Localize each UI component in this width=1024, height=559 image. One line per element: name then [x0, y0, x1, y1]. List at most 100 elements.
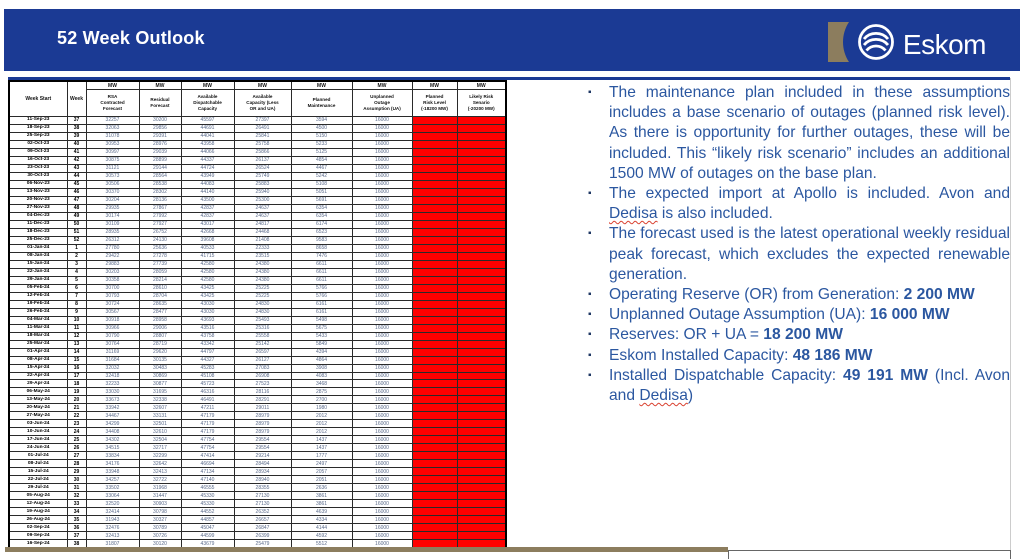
week-number-cell: 30	[66, 475, 87, 485]
planned-risk-cell	[411, 123, 458, 133]
value-cell: 32607	[138, 403, 182, 413]
week-number-cell: 23	[66, 419, 87, 429]
week-start-cell: 29-Jan-24	[8, 275, 68, 285]
value-cell: 2012	[290, 427, 353, 437]
value-cell: 16000	[351, 283, 413, 293]
value-cell: 3861	[290, 499, 353, 509]
likely-risk-cell	[456, 395, 507, 405]
value-cell: 16000	[351, 523, 413, 533]
week-number-cell: 40	[66, 139, 87, 149]
bullet-item: ▪ The expected import at Apollo is includ…	[584, 184, 1010, 224]
value-cell: 27927	[138, 219, 182, 229]
value-cell: 30200	[138, 116, 182, 125]
planned-risk-cell	[411, 411, 458, 421]
likely-risk-cell	[456, 371, 507, 381]
value-cell: 28538	[138, 179, 182, 189]
week-number-cell: 10	[66, 315, 87, 325]
week-start-cell: 20-Nov-23	[8, 195, 68, 205]
value-cell: 29214	[233, 451, 292, 461]
likely-risk-cell	[456, 419, 507, 429]
week-start-cell: 10-Jun-24	[8, 427, 68, 437]
bullet-text: Eskom Installed Capacity: 48 186 MW	[609, 346, 873, 364]
likely-risk-cell	[456, 227, 507, 237]
value-cell: 28704	[138, 291, 182, 301]
likely-risk-cell	[456, 459, 507, 469]
col-unit-label: MW	[456, 80, 507, 90]
value-cell: 31943	[85, 515, 140, 525]
col-header-week-start: Week Start	[8, 80, 68, 117]
week-start-cell: 29-Jul-24	[8, 483, 68, 493]
likely-risk-cell	[456, 116, 507, 125]
planned-risk-cell	[411, 387, 458, 397]
value-cell: 28979	[233, 427, 292, 437]
planned-risk-cell	[411, 499, 458, 509]
value-cell: 4639	[290, 507, 353, 517]
week-start-cell: 24-Jun-24	[8, 443, 68, 453]
table-row: 15-Jul-24 29 33948 32413 47134 28934 2057 16000	[8, 467, 507, 477]
value-cell: 44327	[180, 355, 235, 365]
bullet-square-icon: ▪	[588, 188, 592, 200]
value-cell: 1777	[290, 451, 353, 461]
value-cell: 16000	[351, 291, 413, 301]
table-row: 08-Apr-24 15 31684 30135 44327 26127 4864 16000	[8, 355, 507, 365]
value-cell: 42837	[180, 211, 235, 221]
planned-risk-cell	[411, 507, 458, 517]
planned-risk-cell	[411, 395, 458, 405]
table-row: 02-Sep-24 36 32476 30789 45047 26847 4144 16000	[8, 523, 507, 533]
value-cell: 9583	[290, 235, 353, 245]
value-cell: 32642	[138, 459, 182, 469]
value-cell: 4334	[290, 515, 353, 525]
value-cell: 46316	[180, 387, 235, 397]
table-row: 17-Jun-24 25 34302 32504 47754 29554 1437 16000	[8, 435, 507, 445]
col-header: Available Capacity (Less OR and UA)	[233, 89, 292, 117]
value-cell: 44857	[180, 515, 235, 525]
planned-risk-cell	[411, 163, 458, 173]
week-number-cell: 12	[66, 331, 87, 341]
week-number-cell: 42	[66, 155, 87, 165]
planned-risk-cell	[411, 475, 458, 485]
value-cell: 32233	[85, 379, 140, 389]
value-cell: 25758	[233, 139, 292, 149]
value-cell: 31695	[138, 387, 182, 397]
bullet-text: Operating Reserve (OR) from Generation: …	[609, 286, 975, 304]
table-row: 22-Jan-24 4 30203 28059 42580 24380 6611 16000	[8, 267, 507, 277]
week-start-cell: 08-Jul-24	[8, 459, 68, 469]
value-cell: 47179	[180, 427, 235, 437]
col-unit-label: MW	[180, 80, 235, 90]
value-cell: 30798	[138, 507, 182, 517]
table-row: 27-Nov-23 48 29935 27867 42837 24637 6354 16000	[8, 203, 507, 213]
table-row: 01-Apr-24 14 31169 29620 44797 26597 4394 16000	[8, 347, 507, 357]
value-cell: 47754	[180, 435, 235, 445]
likely-risk-cell	[456, 267, 507, 277]
planned-risk-cell	[411, 363, 458, 373]
value-cell: 28291	[233, 395, 292, 405]
banner-underline	[8, 77, 1010, 80]
value-cell: 30135	[138, 355, 182, 365]
slide-right-edge	[1010, 78, 1011, 559]
week-number-cell: 5	[66, 275, 87, 285]
value-cell: 25940	[233, 187, 292, 197]
table-row: 09-Oct-23 41 30997 29039 44066 25866 5125 16000	[8, 147, 507, 157]
value-cell: 31121	[85, 163, 140, 173]
value-cell: 40533	[180, 243, 235, 253]
value-cell: 30700	[85, 283, 140, 293]
value-cell: 44599	[180, 531, 235, 541]
value-cell: 16000	[351, 227, 413, 237]
value-cell: 30877	[138, 379, 182, 389]
week-number-cell: 37	[66, 116, 87, 125]
value-cell: 45723	[180, 379, 235, 389]
value-cell: 32717	[138, 443, 182, 453]
value-cell: 24468	[233, 227, 292, 237]
value-cell: 31968	[138, 483, 182, 493]
value-cell: 5051	[290, 187, 353, 197]
value-cell: 30724	[85, 299, 140, 309]
planned-risk-cell	[411, 299, 458, 309]
col-header: Planned Maintenance	[290, 89, 353, 117]
value-cell: 28935	[85, 227, 140, 237]
value-cell: 32501	[138, 419, 182, 429]
week-start-cell: 25-Mar-24	[8, 339, 68, 349]
outlook-table: Week Start Week MW MW MW MW MW MW MW MW RSA Contra…	[8, 80, 507, 550]
value-cell: 16000	[351, 443, 413, 453]
value-cell: 45047	[180, 523, 235, 533]
value-cell: 29935	[85, 203, 140, 213]
